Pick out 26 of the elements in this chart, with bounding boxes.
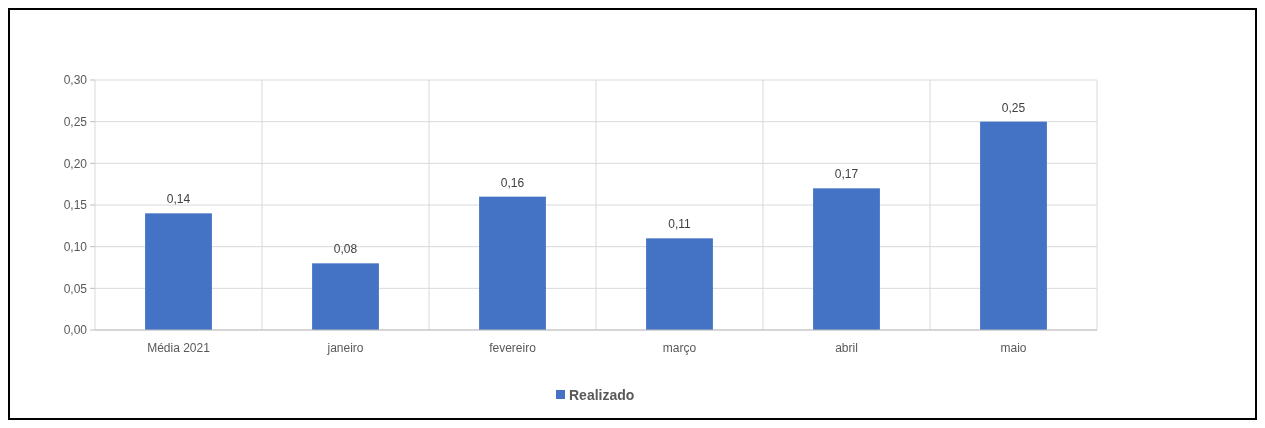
bar <box>312 263 379 330</box>
y-tick-label: 0,25 <box>63 114 88 129</box>
bar <box>813 188 880 330</box>
x-tick-label: janeiro <box>326 341 364 355</box>
bar <box>980 121 1047 330</box>
y-tick-label: 0,10 <box>63 239 88 254</box>
x-tick-label: fevereiro <box>489 341 537 355</box>
data-label: 0,25 <box>1001 100 1026 115</box>
x-tick-label: maio <box>1000 341 1027 355</box>
data-label: 0,16 <box>500 175 525 190</box>
data-label: 0,08 <box>333 242 358 257</box>
y-tick-label: 0,20 <box>63 156 88 171</box>
data-label: 0,14 <box>166 192 191 207</box>
x-tick-label: Média 2021 <box>147 341 211 355</box>
bar <box>145 213 212 330</box>
x-tick-label: março <box>662 341 697 355</box>
data-label: 0,11 <box>668 217 692 232</box>
y-tick-label: 0,15 <box>63 198 88 213</box>
bar <box>646 238 713 330</box>
legend-label: Realizado <box>569 386 635 403</box>
y-tick-label: 0,05 <box>63 281 88 296</box>
y-tick-label: 0,30 <box>63 73 88 88</box>
x-tick-label: abril <box>835 341 858 355</box>
data-label: 0,17 <box>834 167 859 182</box>
y-tick-label: 0,00 <box>63 323 88 338</box>
bar <box>479 196 546 330</box>
